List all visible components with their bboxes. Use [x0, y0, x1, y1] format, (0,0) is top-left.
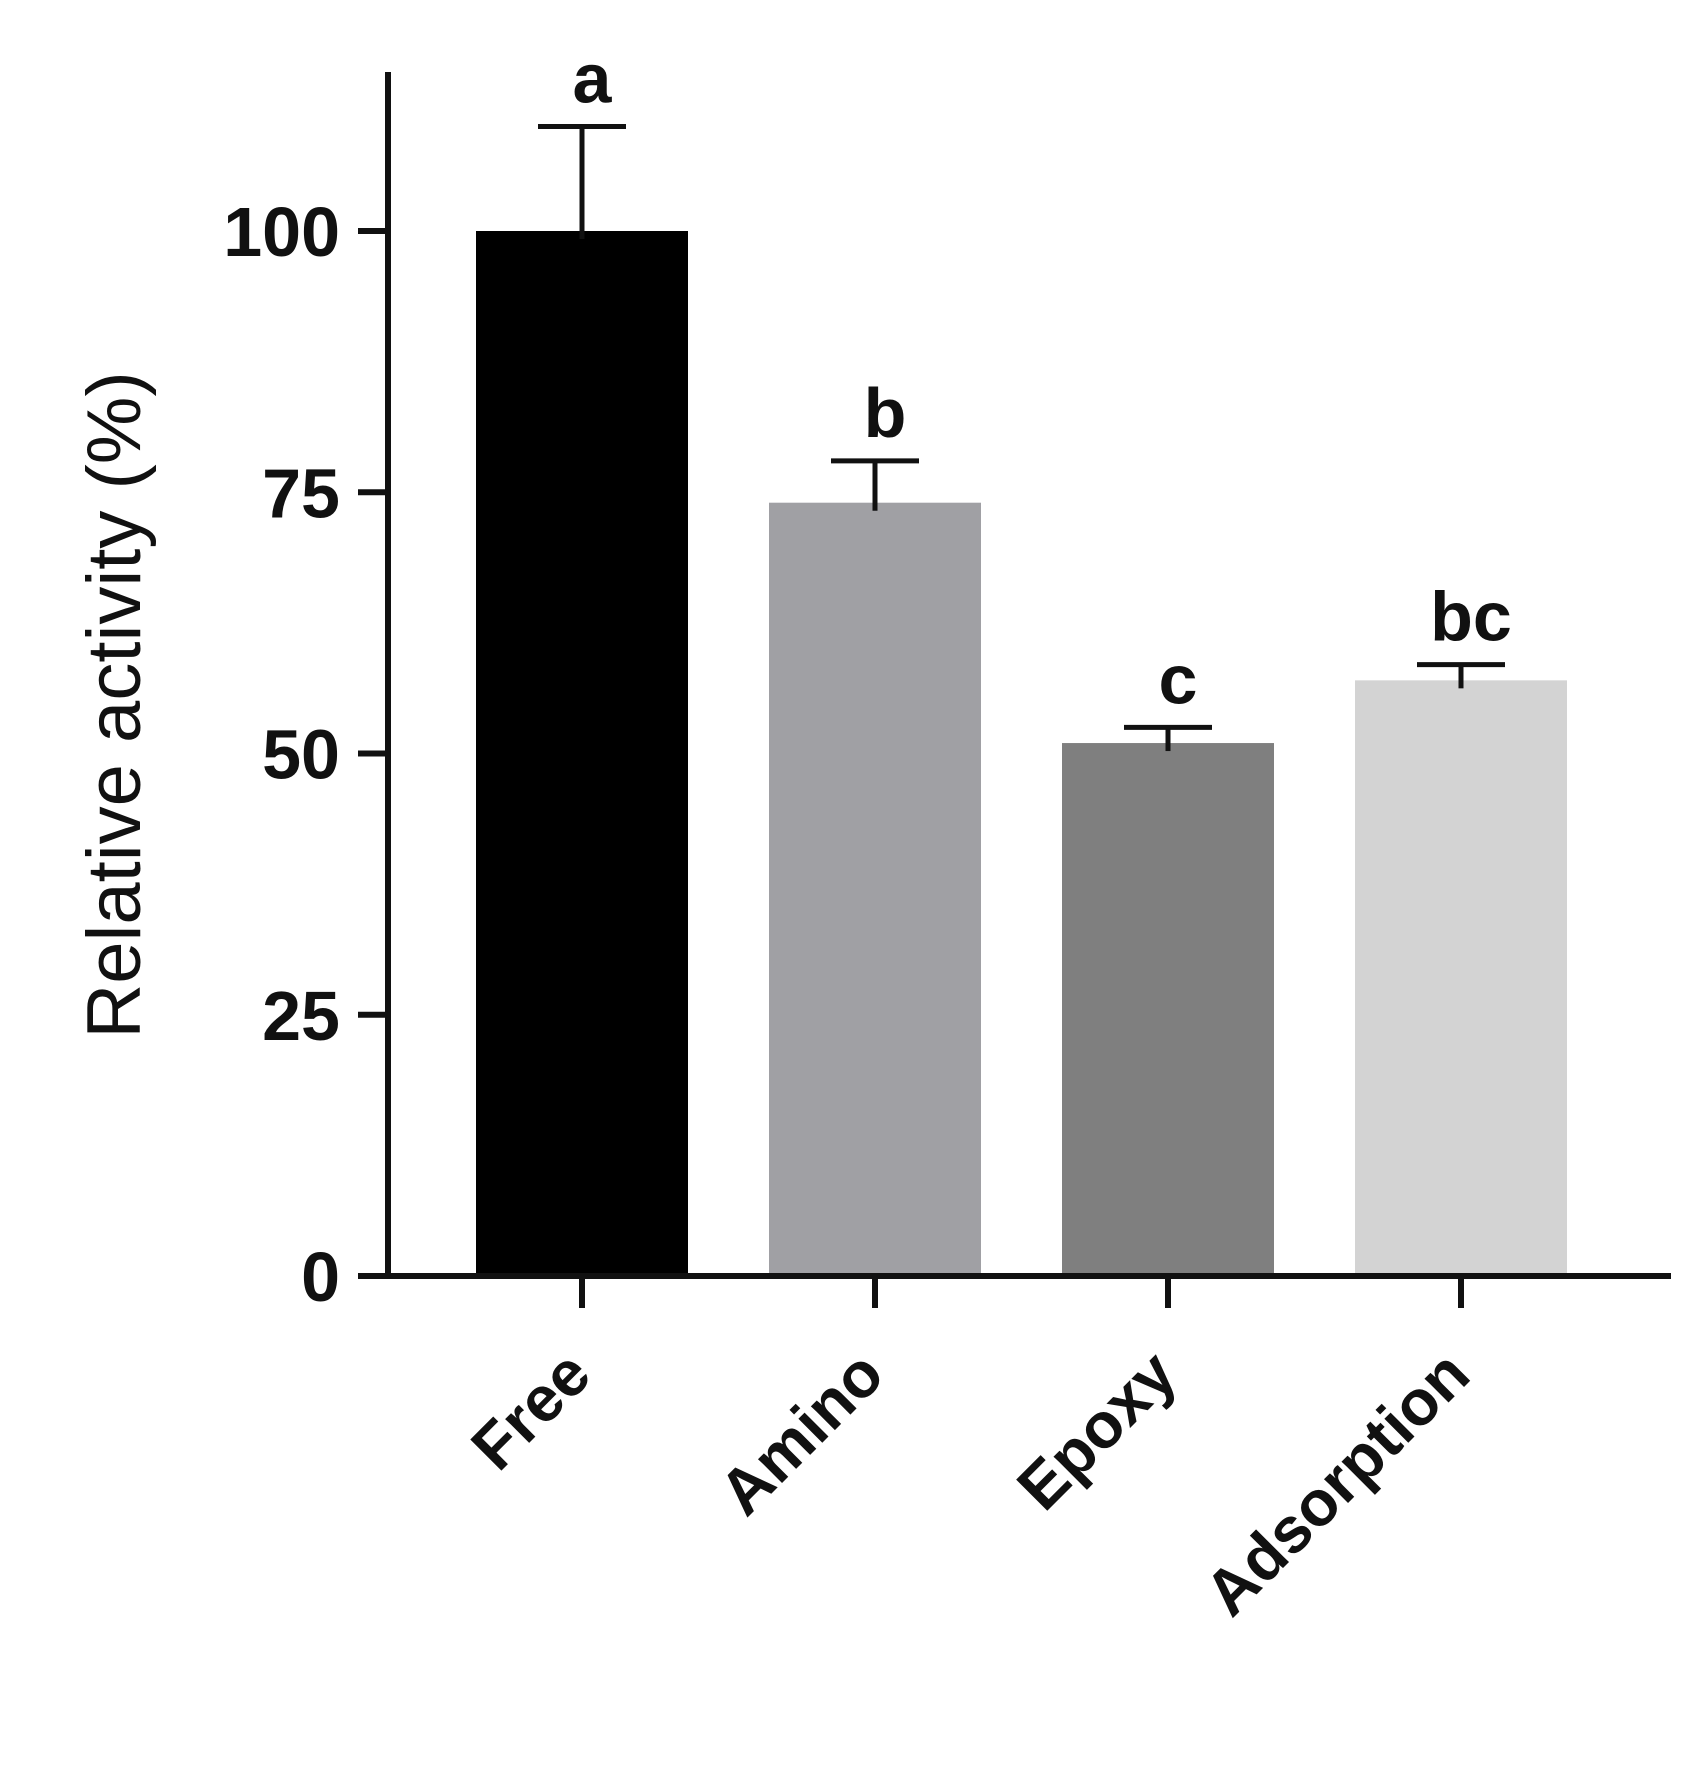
significance-letter-amino: b: [864, 374, 907, 452]
x-tick-label-adsorption: Adsorption: [1191, 1337, 1483, 1629]
significance-letter-free: a: [573, 40, 613, 118]
y-tick-label: 25: [262, 977, 340, 1055]
significance-letter-adsorption: bc: [1430, 578, 1512, 656]
y-axis-title: Relative activity (%): [72, 371, 157, 1038]
x-tick-label-free: Free: [457, 1337, 604, 1484]
y-axis-ticks: 0 25 50 75 100: [223, 193, 388, 1316]
bar-amino: [769, 502, 981, 1276]
y-tick-label: 50: [262, 716, 340, 794]
x-tick-label-epoxy: Epoxy: [1003, 1337, 1190, 1524]
bar-epoxy: [1062, 743, 1274, 1276]
y-tick-label: 0: [301, 1238, 340, 1316]
bar-adsorption: [1355, 680, 1567, 1276]
significance-letter-epoxy: c: [1159, 640, 1198, 718]
y-tick-label: 75: [262, 454, 340, 532]
x-tick-label-amino: Amino: [705, 1337, 897, 1529]
y-tick-label: 100: [223, 193, 340, 271]
bar-free: [476, 231, 688, 1276]
x-axis-ticks: Free Amino Epoxy Adsorption: [457, 1276, 1483, 1629]
